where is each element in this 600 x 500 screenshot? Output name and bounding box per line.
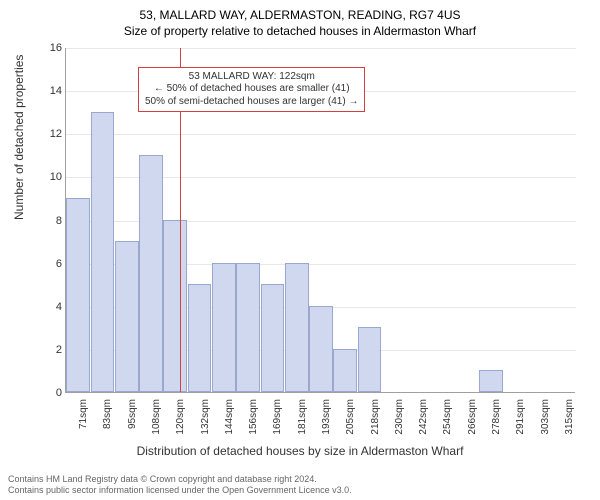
y-tick-label: 10 [38, 171, 62, 183]
bar [236, 263, 260, 392]
x-tick-label: 266sqm [467, 399, 478, 449]
x-tick-label: 230sqm [394, 399, 405, 449]
y-axis-label: Number of detached properties [12, 55, 26, 220]
y-tick-label: 6 [38, 258, 62, 270]
y-tick-label: 2 [38, 344, 62, 356]
y-tick-label: 4 [38, 301, 62, 313]
x-axis-label: Distribution of detached houses by size … [0, 444, 600, 458]
x-tick-label: 181sqm [297, 399, 308, 449]
x-tick-label: 205sqm [345, 399, 356, 449]
annotation-line: 53 MALLARD WAY: 122sqm [145, 71, 358, 84]
y-tick-label: 12 [38, 128, 62, 140]
annotation-line: 50% of semi-detached houses are larger (… [145, 96, 358, 109]
x-tick-label: 218sqm [370, 399, 381, 449]
x-tick-label: 303sqm [540, 399, 551, 449]
gridline [66, 134, 576, 135]
x-tick-label: 169sqm [272, 399, 283, 449]
chart-container: 53, MALLARD WAY, ALDERMASTON, READING, R… [0, 0, 600, 500]
x-tick-label: 315sqm [564, 399, 575, 449]
x-tick-label: 291sqm [515, 399, 526, 449]
bar [139, 155, 163, 392]
x-tick-label: 132sqm [200, 399, 211, 449]
bar [188, 284, 212, 392]
attribution-footer: Contains HM Land Registry data © Crown c… [8, 474, 352, 496]
x-tick-label: 156sqm [248, 399, 259, 449]
footer-line2: Contains public sector information licen… [8, 485, 352, 496]
plot-area: 024681012141671sqm83sqm95sqm108sqm120sqm… [65, 48, 575, 393]
gridline [66, 48, 576, 49]
x-tick-label: 71sqm [78, 399, 89, 449]
annotation-box: 53 MALLARD WAY: 122sqm← 50% of detached … [138, 67, 365, 113]
y-tick-label: 0 [38, 387, 62, 399]
y-tick-label: 8 [38, 215, 62, 227]
x-tick-label: 278sqm [491, 399, 502, 449]
x-tick-label: 83sqm [102, 399, 113, 449]
bar [285, 263, 309, 392]
bar [479, 370, 503, 392]
bar [163, 220, 187, 393]
bar [212, 263, 236, 392]
bar [358, 327, 382, 392]
bar [309, 306, 333, 392]
bar [115, 241, 139, 392]
x-tick-label: 242sqm [418, 399, 429, 449]
y-tick-label: 14 [38, 85, 62, 97]
bar [66, 198, 90, 392]
bar [261, 284, 285, 392]
bar [333, 349, 357, 392]
chart-title-line1: 53, MALLARD WAY, ALDERMASTON, READING, R… [0, 0, 600, 22]
y-tick-label: 16 [38, 42, 62, 54]
x-tick-label: 254sqm [442, 399, 453, 449]
chart-title-line2: Size of property relative to detached ho… [0, 22, 600, 38]
bar [91, 112, 115, 392]
x-tick-label: 95sqm [127, 399, 138, 449]
footer-line1: Contains HM Land Registry data © Crown c… [8, 474, 352, 485]
x-tick-label: 193sqm [321, 399, 332, 449]
x-tick-label: 120sqm [175, 399, 186, 449]
x-tick-label: 108sqm [151, 399, 162, 449]
annotation-line: ← 50% of detached houses are smaller (41… [145, 83, 358, 96]
x-tick-label: 144sqm [224, 399, 235, 449]
